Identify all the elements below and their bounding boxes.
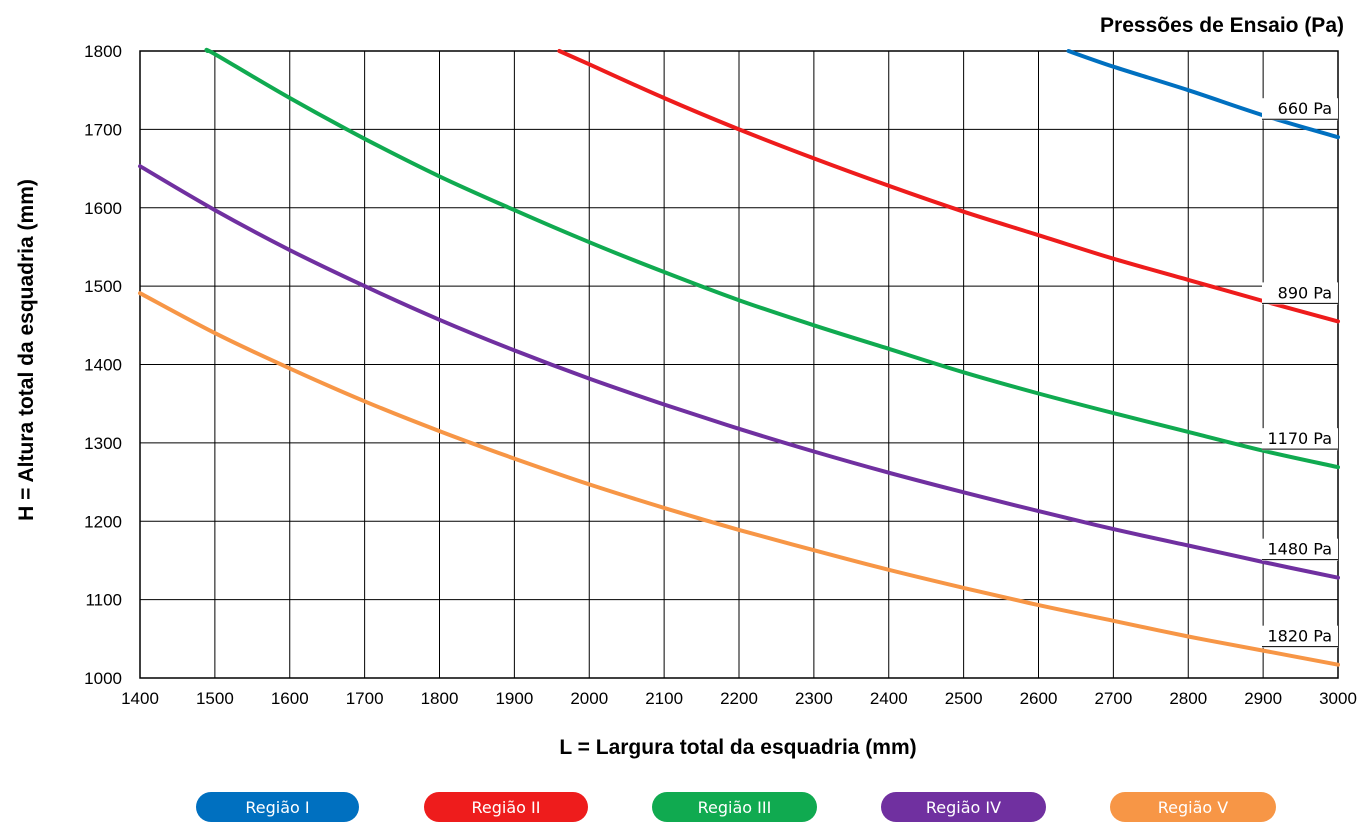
- y-tick-label: 1700: [84, 120, 122, 139]
- x-tick-label: 1500: [196, 689, 234, 708]
- grid: [139, 50, 1339, 679]
- series-label-bg: [1262, 428, 1338, 451]
- y-tick-labels: 1000 1100 1200 1300 1400 1500 1600 1700 1800: [84, 42, 122, 688]
- x-axis-label: L = Largura total da esquadria (mm): [559, 736, 916, 759]
- x-tick-label: 1400: [121, 689, 159, 708]
- y-tick-label: 1800: [84, 42, 122, 61]
- x-tick-label: 1700: [346, 689, 384, 708]
- x-tick-label: 2500: [945, 689, 983, 708]
- x-tick-label: 2400: [870, 689, 908, 708]
- x-tick-label: 2000: [570, 689, 608, 708]
- series-label: 1170 Pa: [1267, 429, 1332, 448]
- series-line-2: [557, 49, 1340, 324]
- legend-regiao-2: Região II: [424, 792, 588, 822]
- x-tick-label: 1900: [495, 689, 533, 708]
- series-label: 660 Pa: [1278, 99, 1332, 118]
- series-label-bg: [1262, 282, 1338, 305]
- series-label: 890 Pa: [1278, 283, 1332, 302]
- y-tick-label: 1100: [85, 591, 122, 610]
- x-tick-label: 2200: [720, 689, 758, 708]
- x-tick-label: 2100: [645, 689, 683, 708]
- series-line-1: [1066, 49, 1340, 140]
- y-tick-label: 1500: [84, 277, 122, 296]
- x-tick-label: 2800: [1169, 689, 1207, 708]
- x-tick-label: 2900: [1244, 689, 1282, 708]
- legend-regiao-4: Região IV: [881, 792, 1046, 822]
- series-line-5: [138, 291, 1340, 667]
- x-tick-label: 2700: [1094, 689, 1132, 708]
- series-label: 1820 Pa: [1267, 627, 1332, 646]
- series-label-bg: [1262, 98, 1338, 121]
- legend-regiao-1: Região I: [196, 792, 359, 822]
- y-tick-label: 1400: [84, 356, 122, 375]
- y-tick-label: 1000: [84, 669, 122, 688]
- x-tick-label: 1800: [421, 689, 459, 708]
- plot-frame: [139, 50, 1339, 679]
- y-tick-label: 1600: [84, 199, 122, 218]
- series-label-bg: [1262, 538, 1338, 561]
- x-tick-label: 2600: [1020, 689, 1058, 708]
- series-line-4: [138, 164, 1340, 580]
- series-lines: [138, 47, 1340, 667]
- y-axis-label: H = Altura total da esquadria (mm): [15, 179, 38, 521]
- series-label: 1480 Pa: [1267, 540, 1332, 559]
- series-label-bg: [1262, 625, 1338, 648]
- x-tick-labels: 1400 1500 1600 1700 1800 1900 2000 2100 2200 2300…: [121, 689, 1357, 708]
- series-line-3: [204, 47, 1340, 470]
- legend-regiao-5: Região V: [1110, 792, 1276, 822]
- y-tick-label: 1200: [84, 512, 122, 531]
- chart-title: Pressões de Ensaio (Pa): [1100, 14, 1344, 37]
- y-tick-label: 1300: [84, 434, 122, 453]
- x-tick-label: 2300: [795, 689, 833, 708]
- x-tick-label: 1600: [271, 689, 309, 708]
- legend-regiao-3: Região III: [652, 792, 817, 822]
- x-tick-label: 3000: [1319, 689, 1357, 708]
- series-labels: 660 Pa 890 Pa 1170 Pa 1480 Pa 1820 Pa: [1262, 98, 1338, 648]
